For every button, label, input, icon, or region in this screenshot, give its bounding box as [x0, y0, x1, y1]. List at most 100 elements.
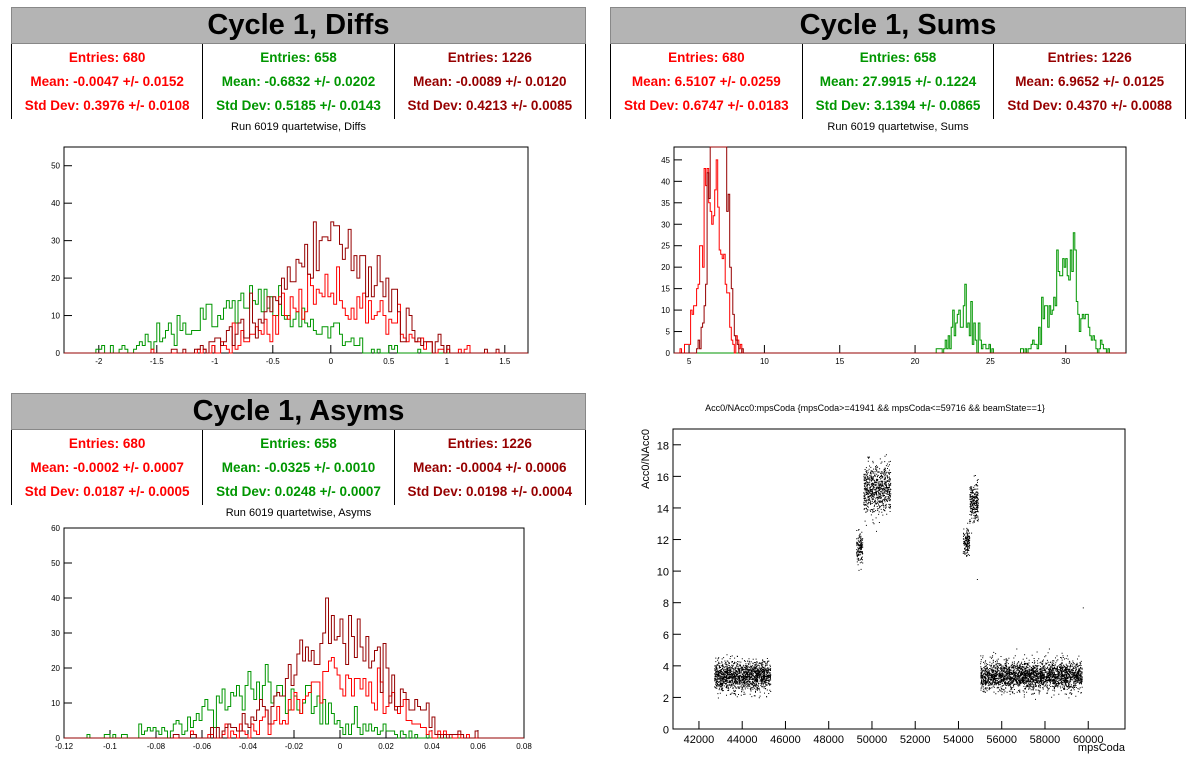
x-tick-label: 0.06 [470, 742, 486, 751]
y-tick-label: 2 [663, 693, 669, 705]
x-tick-label: -0.1 [103, 742, 117, 751]
entries-label: Entries: 658 [859, 50, 937, 66]
y-tick-label: 20 [51, 274, 60, 283]
y-tick-label: 50 [51, 559, 60, 568]
y-tick-label: 60 [51, 524, 60, 533]
mean-label: Mean: -0.0047 +/- 0.0152 [30, 73, 184, 89]
diffs-stats-box: Entries: 680 Mean: -0.0047 +/- 0.0152 St… [11, 44, 586, 119]
entries-label: Entries: 658 [260, 436, 337, 452]
asyms-stats-green: Entries: 658 Mean: -0.0325 +/- 0.0010 St… [203, 430, 395, 505]
x-tick-label: 1.5 [499, 357, 511, 366]
diffs-stats-darkred: Entries: 1226 Mean: -0.0089 +/- 0.0120 S… [395, 44, 585, 119]
y-tick-label: 50 [51, 162, 60, 171]
diffs-frame [63, 146, 529, 354]
y-tick-label: 30 [51, 629, 60, 638]
asyms-stats-darkred: Entries: 1226 Mean: -0.0004 +/- 0.0006 S… [395, 430, 585, 505]
x-tick-label: 58000 [1030, 734, 1061, 746]
y-tick-label: 20 [51, 664, 60, 673]
y-tick-label: 5 [666, 328, 671, 337]
y-tick-label: 20 [661, 263, 670, 272]
y-tick-label: 14 [657, 503, 669, 515]
stddev-label: Std Dev: 0.3976 +/- 0.0108 [24, 97, 190, 113]
y-tick-label: 45 [661, 156, 670, 165]
diffs-subtitle: Run 6019 quartetwise, Diffs [231, 121, 366, 133]
x-tick-label: -0.08 [147, 742, 166, 751]
mean-label: Mean: -0.0002 +/- 0.0007 [30, 459, 184, 475]
y-tick-label: 40 [661, 177, 670, 186]
y-tick-label: 30 [51, 237, 60, 246]
diffs-header: Cycle 1, Diffs [11, 7, 586, 44]
y-tick-label: 12 [657, 535, 669, 547]
stddev-label: Std Dev: 0.5185 +/- 0.0143 [216, 97, 381, 113]
x-tick-label: -0.06 [193, 742, 212, 751]
x-tick-label: -0.04 [239, 742, 258, 751]
y-tick-label: 10 [657, 567, 669, 579]
y-tick-label: 10 [51, 699, 60, 708]
mean-label: Mean: 6.5107 +/- 0.0259 [631, 73, 781, 89]
x-tick-label: 1 [445, 357, 450, 366]
mean-label: Mean: 27.9915 +/- 0.1224 [819, 73, 977, 89]
scatter-points [714, 454, 1084, 700]
x-tick-label: 56000 [986, 734, 1017, 746]
y-tick-label: 16 [657, 472, 669, 484]
x-tick-label: -0.12 [55, 742, 74, 751]
sums-series-darkred [674, 146, 1126, 354]
mean-label: Mean: -0.0089 +/- 0.0120 [413, 73, 567, 89]
entries-label: Entries: 1226 [447, 436, 532, 452]
y-tick-label: 30 [661, 220, 670, 229]
stddev-label: Std Dev: 0.0187 +/- 0.0005 [24, 483, 190, 499]
y-tick-label: 40 [51, 199, 60, 208]
x-tick-label: 0.04 [424, 742, 440, 751]
sums-stats-green: Entries: 658 Mean: 27.9915 +/- 0.1224 St… [803, 44, 995, 119]
diffs-series-darkred [64, 221, 528, 354]
y-tick-label: 18 [657, 440, 669, 452]
x-tick-label: -0.5 [266, 357, 280, 366]
x-tick-label: 46000 [770, 734, 801, 746]
sums-stats-darkred: Entries: 1226 Mean: 6.9652 +/- 0.0125 St… [994, 44, 1185, 119]
sums-header: Cycle 1, Sums [610, 7, 1186, 44]
sums-chart: 5 10 15 20 25 30 0 5 10 15 20 25 30 35 40 45 [661, 146, 1127, 366]
x-tick-label: 15 [835, 357, 844, 366]
asyms-series-red [64, 657, 524, 739]
mean-label: Mean: -0.6832 +/- 0.0202 [221, 73, 376, 89]
scatter-title: Acc0/NAcc0:mpsCoda {mpsCoda>=41941 && mp… [705, 403, 1045, 413]
x-tick-label: 0 [338, 742, 343, 751]
asyms-series-darkred [64, 597, 524, 739]
x-tick-label: 44000 [727, 734, 758, 746]
x-tick-label: -1.5 [150, 357, 164, 366]
y-tick-label: 35 [661, 199, 670, 208]
x-tick-label: 10 [760, 357, 769, 366]
x-tick-label: 0 [329, 357, 334, 366]
asyms-stats-box: Entries: 680 Mean: -0.0002 +/- 0.0007 St… [11, 430, 586, 505]
stddev-label: Std Dev: 0.6747 +/- 0.0183 [623, 97, 789, 113]
sums-stats-box: Entries: 680 Mean: 6.5107 +/- 0.0259 Std… [610, 44, 1186, 119]
mean-label: Mean: -0.0325 +/- 0.0010 [221, 459, 376, 475]
asyms-subtitle: Run 6019 quartetwise, Asyms [225, 507, 372, 519]
entries-label: Entries: 658 [260, 50, 337, 66]
x-tick-label: 52000 [900, 734, 931, 746]
stddev-label: Std Dev: 3.1394 +/- 0.0865 [815, 97, 981, 113]
x-tick-label: 0.08 [516, 742, 532, 751]
y-tick-label: 40 [51, 594, 60, 603]
stddev-label: Std Dev: 0.4370 +/- 0.0088 [1007, 97, 1173, 113]
scatter-frame [672, 428, 1126, 730]
x-tick-label: -0.02 [285, 742, 304, 751]
entries-label: Entries: 680 [668, 50, 745, 66]
y-tick-label: 15 [661, 285, 670, 294]
diffs-stats-red: Entries: 680 Mean: -0.0047 +/- 0.0152 St… [12, 44, 204, 119]
y-tick-label: 8 [663, 598, 669, 610]
scatter-xlabel: mpsCoda [1078, 742, 1126, 754]
y-tick-label: 0 [56, 734, 61, 743]
asyms-series-green [64, 664, 524, 739]
x-tick-label: 0.5 [383, 357, 395, 366]
stddev-label: Std Dev: 0.0198 +/- 0.0004 [407, 483, 573, 499]
y-tick-label: 0 [56, 349, 61, 358]
y-tick-label: 10 [661, 306, 670, 315]
asyms-header: Cycle 1, Asyms [11, 393, 586, 430]
mean-label: Mean: -0.0004 +/- 0.0006 [413, 459, 567, 475]
x-tick-label: 54000 [943, 734, 974, 746]
y-tick-label: 0 [663, 725, 669, 737]
diffs-chart: -2 -1.5 -1 -0.5 0 0.5 1 1.5 0 10 20 30 40 50 [51, 146, 529, 366]
x-tick-label: 48000 [813, 734, 844, 746]
